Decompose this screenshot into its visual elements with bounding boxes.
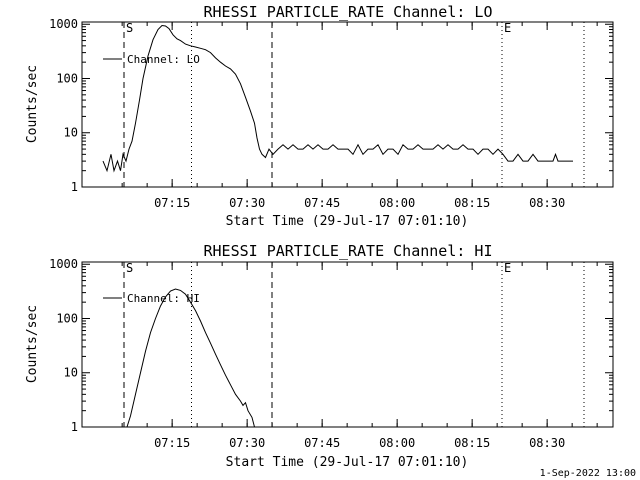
x-tick-label: 08:30	[529, 436, 565, 450]
x-tick-label: 07:30	[229, 436, 265, 450]
x-tick-label: 08:15	[454, 436, 490, 450]
x-tick-label: 08:15	[454, 196, 490, 210]
y-axis-label: Counts/sec	[25, 305, 40, 383]
y-tick-label: 1	[71, 420, 78, 434]
y-tick-label: 10	[64, 366, 78, 380]
y-tick-label: 100	[56, 71, 78, 85]
series-line-lo	[102, 24, 573, 173]
y-tick-label: 100	[56, 311, 78, 325]
x-tick-label: 07:45	[304, 196, 340, 210]
y-tick-label: 10	[64, 126, 78, 140]
axis-ticks: 1 10 100 1000 07:15 07:30 07:45 08:00 08:15 08:30	[49, 257, 613, 450]
y-tick-label: 1000	[49, 257, 78, 271]
x-axis-label: Start Time (29-Jul-17 07:01:10)	[226, 455, 469, 470]
chart-title: RHESSI PARTICLE_RATE Channel: HI	[204, 242, 493, 260]
x-axis-label: Start Time (29-Jul-17 07:01:10)	[226, 214, 469, 229]
x-tick-label: 07:15	[154, 196, 190, 210]
chart-panel-hi: RHESSI PARTICLE_RATE Channel: HI 1101001…	[25, 242, 614, 470]
legend-label: Channel: LO	[127, 53, 200, 66]
event-marker-label: E	[504, 261, 511, 275]
legend-label: Channel: HI	[127, 292, 200, 305]
chart-panel-lo: RHESSI PARTICLE_RATE Channel: LO 1101001…	[25, 3, 614, 229]
y-tick-label: 1	[71, 180, 78, 194]
event-marker-label: S	[126, 261, 133, 275]
x-tick-label: 08:00	[379, 196, 415, 210]
x-tick-label: 08:00	[379, 436, 415, 450]
x-tick-label: 07:45	[304, 436, 340, 450]
series-line-hi	[126, 288, 255, 428]
x-tick-label: 07:30	[229, 196, 265, 210]
footer-date: 1-Sep-2022 13:00	[540, 468, 636, 479]
y-tick-label: 1000	[49, 17, 78, 31]
y-axis-label: Counts/sec	[25, 65, 40, 143]
event-marker-label: E	[504, 21, 511, 35]
event-marker-label: S	[126, 21, 133, 35]
axis-ticks: 1 10 100 1000 07:15 07:30 07:45 08:00 08:15 08:30	[49, 17, 613, 210]
chart-title: RHESSI PARTICLE_RATE Channel: LO	[204, 3, 493, 21]
x-tick-label: 07:15	[154, 436, 190, 450]
x-tick-label: 08:30	[529, 196, 565, 210]
